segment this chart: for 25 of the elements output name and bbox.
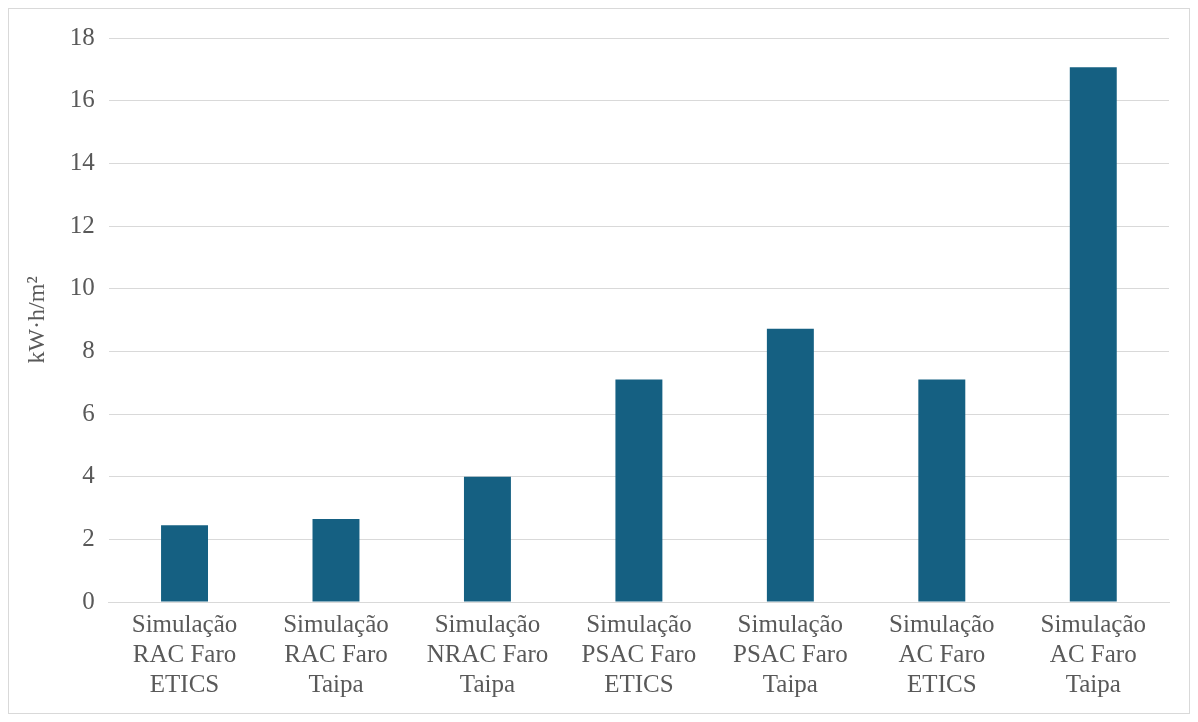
x-tick-label: Simulação RAC Faro ETICS	[131, 609, 238, 697]
bar	[463, 476, 511, 602]
y-tick-label: 6	[82, 398, 95, 426]
x-tick-label: Simulação AC Faro ETICS	[889, 609, 995, 697]
bar	[312, 518, 360, 602]
y-tick-label: 12	[69, 210, 95, 238]
x-tick-label: Simulação AC Faro Taipa	[1040, 609, 1147, 697]
x-tick-label: Simulação PSAC Faro ETICS	[581, 609, 697, 697]
x-tick-label: Simulação NRAC Faro Taipa	[426, 609, 549, 697]
bar	[766, 328, 814, 602]
y-tick-label: 4	[82, 461, 96, 489]
y-axis-title: kW·h/m²	[22, 276, 49, 364]
y-tick-label: 8	[82, 335, 95, 363]
y-tick-label: 16	[69, 85, 95, 113]
x-tick-label: Simulação PSAC Faro Taipa	[733, 609, 848, 697]
y-tick-label: 18	[69, 22, 95, 50]
bar	[615, 379, 663, 602]
y-tick-label: 2	[82, 523, 95, 551]
y-tick-label: 14	[69, 147, 96, 175]
x-tick-label: Simulação RAC Faro Taipa	[283, 609, 389, 697]
y-tick-label: 0	[82, 586, 95, 614]
bar	[1069, 67, 1117, 602]
bar	[161, 525, 208, 602]
y-tick-label: 10	[69, 273, 95, 301]
bar	[918, 379, 966, 602]
